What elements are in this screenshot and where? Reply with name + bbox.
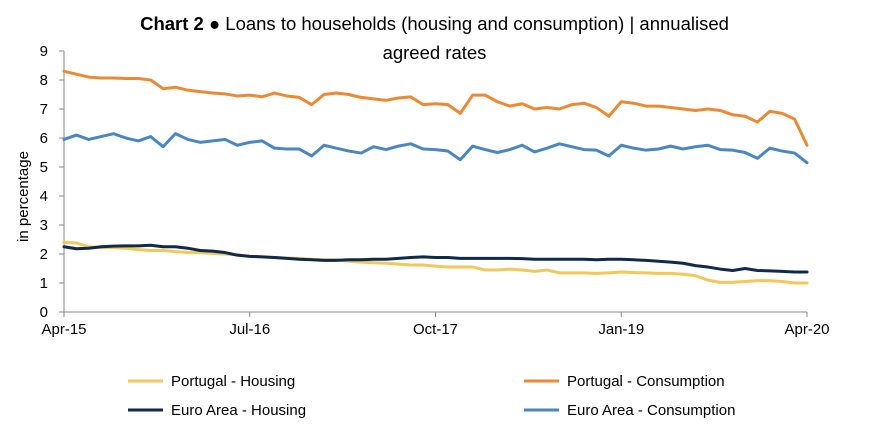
legend-item: Euro Area - Consumption: [524, 402, 735, 419]
legend-label: Euro Area - Consumption: [567, 402, 735, 419]
x-tick-label: Oct-17: [413, 321, 458, 338]
y-tick-label: 7: [40, 101, 48, 118]
series-line: [62, 69, 809, 147]
x-tick-label: Apr-15: [41, 321, 86, 338]
chart-title-number: Chart 2: [140, 13, 204, 34]
series-portugal-housing: [62, 240, 809, 285]
series-euro-area-housing: [62, 243, 809, 274]
series-line: [62, 243, 809, 274]
legend-item: Portugal - Housing: [128, 373, 295, 390]
y-tick-label: 5: [40, 159, 48, 176]
y-tick-label: 2: [40, 246, 48, 263]
x-tick-label: Apr-20: [784, 321, 829, 338]
y-axis: 0 1 2 3 4 5 6 7 8 9 in percentage: [15, 43, 65, 321]
y-tick-label: 8: [40, 72, 48, 89]
y-axis-title: in percentage: [15, 151, 32, 242]
chart-title-text: ● Loans to households (housing and consu…: [203, 13, 729, 34]
y-tick-label: 4: [40, 188, 48, 205]
y-tick-label: 0: [40, 304, 48, 321]
y-tick-label: 3: [40, 217, 48, 234]
chart-title-line1: Chart 2 ● Loans to households (housing a…: [0, 9, 869, 38]
y-tick-label: 1: [40, 275, 48, 292]
legend-label: Portugal - Consumption: [567, 373, 725, 390]
series-line: [62, 132, 809, 165]
y-tick-label: 9: [40, 43, 48, 60]
legend: Portugal - Housing Portugal - Consumption…: [128, 373, 735, 419]
legend-label: Portugal - Housing: [171, 373, 295, 390]
x-tick-label: Jul-16: [229, 321, 270, 338]
legend-item: Euro Area - Housing: [128, 402, 306, 419]
series-euro-area-consumption: [62, 132, 809, 165]
y-tick-label: 6: [40, 130, 48, 147]
x-axis: Apr-15 Jul-16 Oct-17 Jan-19 Apr-20: [41, 311, 830, 338]
series-portugal-consumption: [62, 69, 809, 147]
chart-title-line2: agreed rates: [382, 42, 487, 63]
legend-item: Portugal - Consumption: [524, 373, 725, 390]
series-lines: [62, 69, 809, 285]
chart-title: Chart 2 ● Loans to households (housing a…: [0, 9, 869, 67]
legend-label: Euro Area - Housing: [171, 402, 306, 419]
x-tick-label: Jan-19: [598, 321, 644, 338]
series-line: [62, 240, 809, 285]
